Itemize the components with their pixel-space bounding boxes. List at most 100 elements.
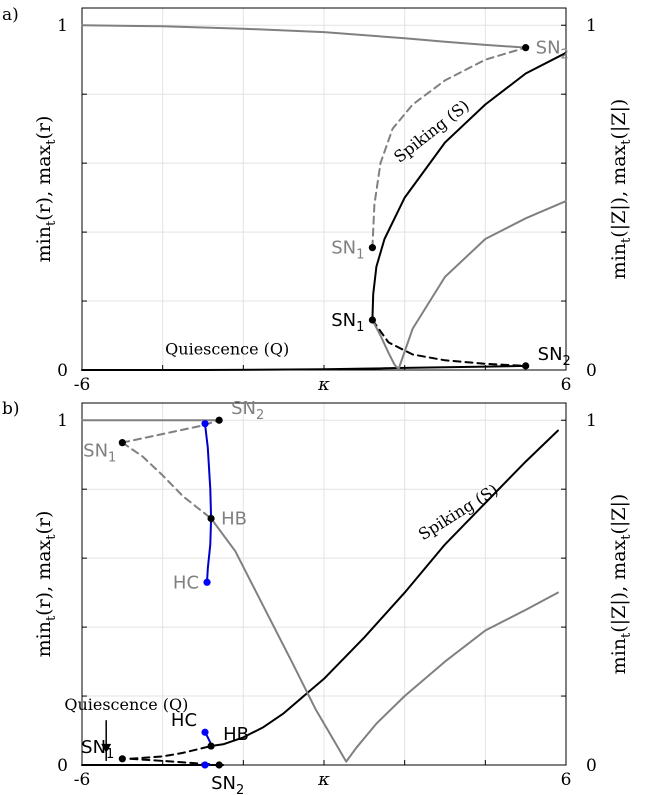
point-label-subscript: 1 [106,747,114,762]
point-label: SN1 [331,238,364,263]
series-line [129,745,213,760]
point-label: SN2 [211,773,244,795]
point-label-text: SN [83,441,108,462]
bifurcation-point [522,44,530,52]
series-line [371,200,567,370]
point-label-subscript: 2 [236,783,244,795]
point-label: SN2 [536,38,569,63]
point-label-text: SN [331,310,356,331]
bifurcation-point [207,514,215,523]
y-axis-label-part: (|Z|), max [608,539,630,632]
panel-label: a) [2,5,19,25]
curve-annotation: Spiking (S) [390,96,473,167]
point-label-text: SN [81,737,106,758]
point-label: HB [223,724,249,745]
y-axis-label-left: mint(r), maxt(r) [33,116,59,263]
point-label-subscript: 2 [563,354,571,369]
series-line [121,419,221,444]
curve-annotation: Quiescence (Q) [64,695,188,714]
y-axis-label-part: min [608,638,630,674]
point-label: SN1 [331,310,364,335]
point-label: SN1 [83,441,116,466]
grid [82,8,566,371]
curve-annotation: Spiking (S) [415,480,502,544]
y-axis-label-part: min [608,243,630,279]
bifurcation-point [118,439,126,447]
series-line [371,319,527,367]
point-label-text: SN [331,238,356,259]
point-label: HB [221,508,247,529]
series-line [371,46,527,249]
y-tick-label-left: 1 [57,411,68,431]
y-axis-label-part: t [44,615,59,621]
y-axis-label-right: mint(|Z|), maxt(|Z|) [608,494,634,675]
point-label: HC [173,572,199,593]
bifurcation-point [368,316,376,324]
y-axis-label-part: (r) [33,511,55,535]
bifurcation-point [522,362,530,370]
y-axis-label-part: (r), max [33,144,55,220]
y-axis-label-right: mint(|Z|), maxt(|Z|) [608,99,634,280]
point-label-text: SN [231,398,256,419]
y-axis-label-part: (|Z|) [608,99,630,140]
point-label-subscript: 2 [561,48,569,63]
series-line [81,24,527,49]
point-label-text: HB [221,508,247,529]
x-tick-label: -6 [74,770,91,790]
series-line [210,517,559,763]
point-label-subscript: 1 [356,248,364,263]
y-axis-label-part: t [44,220,59,226]
y-axis-label-part: t [619,237,634,243]
annotation-arrowhead [101,743,112,753]
y-axis-label-part: (|Z|) [608,494,630,535]
point-label-text: SN [211,773,236,794]
y-tick-label-right: 1 [586,16,597,36]
grid [82,403,566,766]
y-tick-label-right: 0 [586,361,597,381]
y-axis-label-part: (r) [33,116,55,140]
x-tick-label: 6 [561,375,572,395]
point-label-text: SN [538,344,563,365]
panel-label: b) [2,399,20,419]
bifurcation-point [201,761,209,769]
y-tick-label-left: 0 [57,361,68,381]
point-label: SN2 [538,344,571,369]
y-axis-label-part: min [33,621,55,657]
y-tick-label-left: 1 [57,16,68,36]
x-axis-label: κ [317,374,330,395]
bifurcation-point [368,244,376,252]
bifurcation-point [207,742,215,750]
y-axis-label-part: (|Z|), max [608,144,630,237]
bifurcation-point [215,761,223,769]
y-tick-label-right: 1 [586,411,597,431]
point-label-text: SN [536,38,561,59]
point-label: HC [171,710,197,731]
y-axis-label-part: min [33,226,55,262]
series-line [81,364,527,371]
y-axis-label-part: t [619,632,634,638]
y-axis-label-left: mint(r), maxt(r) [33,511,59,658]
x-axis-label: κ [317,769,330,790]
x-tick-label: -6 [74,375,91,395]
point-label-subscript: 2 [256,408,264,423]
y-tick-label-right: 0 [586,756,597,776]
series-line [210,429,559,747]
y-axis-label-part: t [619,534,634,540]
bifurcation-point [215,416,223,424]
y-tick-label-left: 0 [57,756,68,776]
y-axis-label-part: (r), max [33,539,55,615]
y-axis-label-part: t [619,139,634,145]
y-axis-label-part: t [44,534,59,540]
bifurcation-point [203,578,211,586]
bifurcation-point [201,728,209,736]
bifurcation-point [201,420,209,428]
bifurcation-point [118,755,126,763]
point-label: SN2 [231,398,264,423]
point-label-text: HC [171,710,197,731]
series-line [121,441,213,520]
point-label-text: HB [223,724,249,745]
series-line [371,51,567,321]
series-line [129,757,213,766]
